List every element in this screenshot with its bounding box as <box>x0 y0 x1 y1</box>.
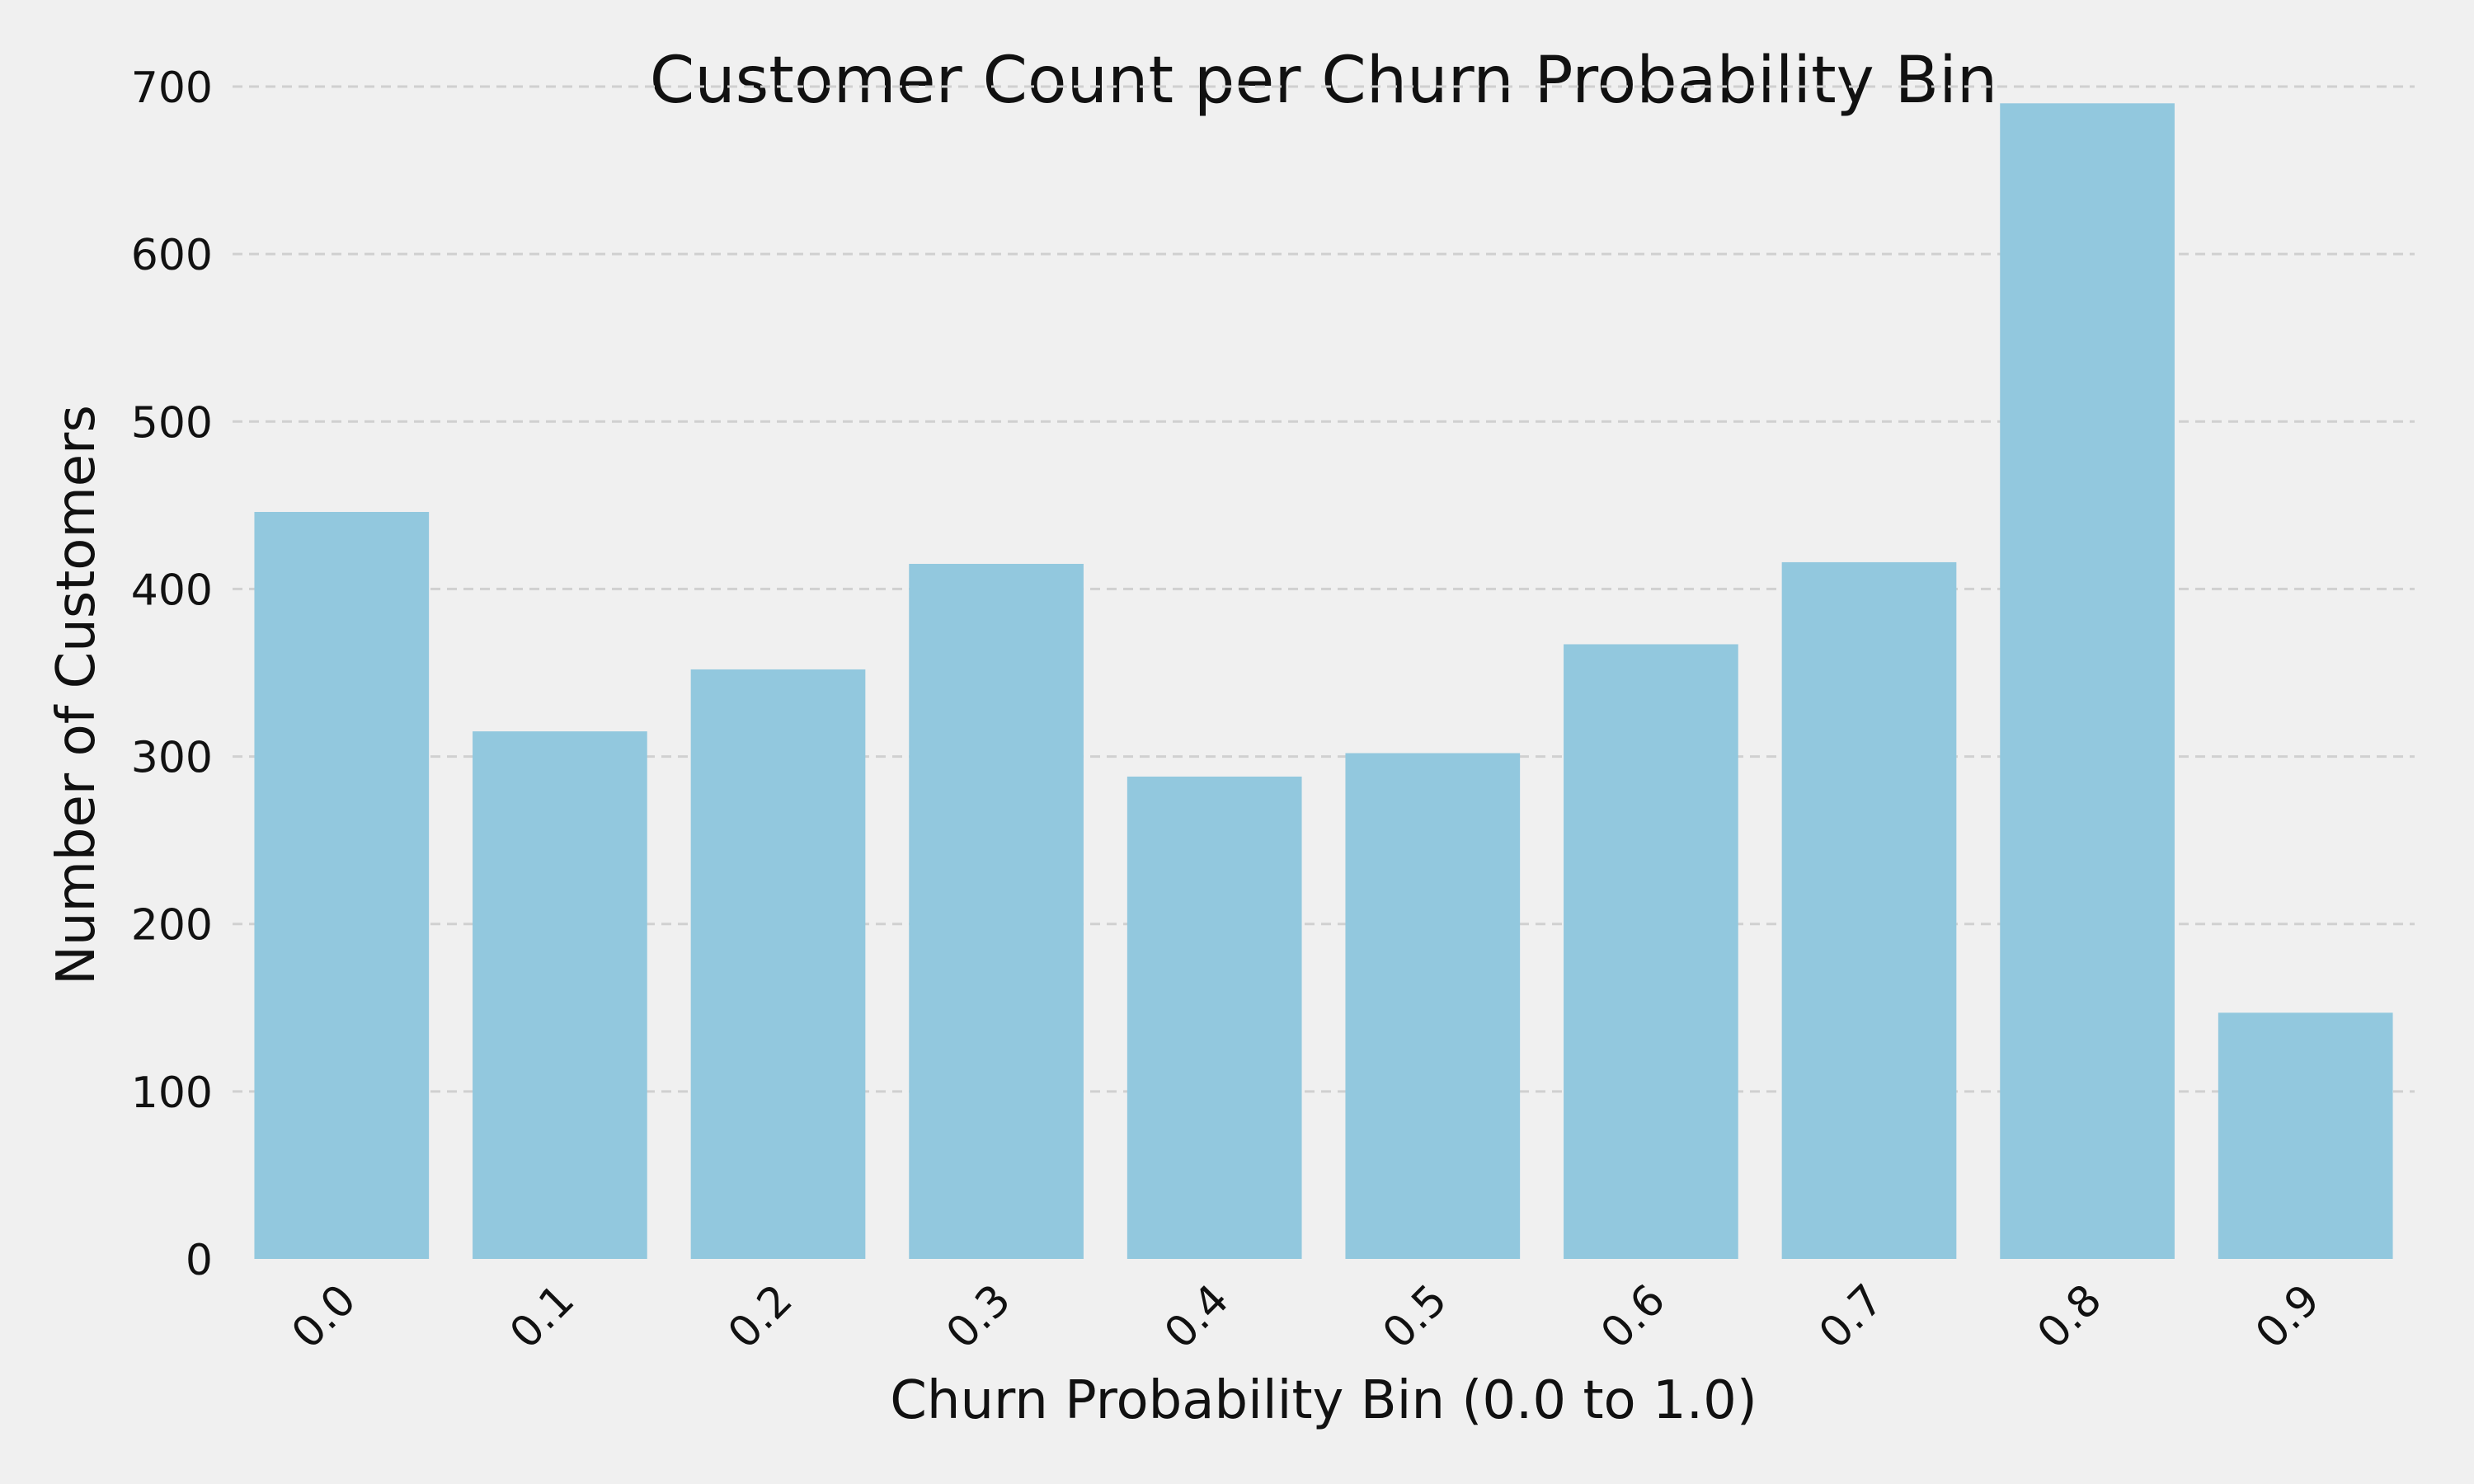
y-axis-label: Number of Customers <box>46 405 107 985</box>
y-tick-label: 600 <box>131 231 213 280</box>
y-tick-label: 500 <box>131 398 213 448</box>
y-tick-label: 100 <box>131 1068 213 1118</box>
x-axis-label: Churn Probability Bin (0.0 to 1.0) <box>890 1370 1757 1431</box>
y-axis-ticks: 0 100 200 300 400 500 600 700 <box>131 63 213 1285</box>
bar-0.6 <box>1564 644 1738 1259</box>
bar-0.0 <box>254 511 430 1259</box>
y-tick-label: 0 <box>186 1236 213 1285</box>
y-tick-label: 700 <box>131 63 213 113</box>
y-tick-label: 200 <box>131 901 213 951</box>
bar-0.4 <box>1126 776 1302 1259</box>
y-tick-label: 400 <box>131 566 213 615</box>
bar-0.9 <box>2218 1012 2393 1259</box>
bar-0.2 <box>690 669 866 1259</box>
bar-0.8 <box>2000 103 2175 1259</box>
y-tick-label: 300 <box>131 734 213 783</box>
bar-0.3 <box>909 563 1084 1259</box>
bars <box>254 103 2393 1259</box>
chart-title: Customer Count per Churn Probability Bin <box>650 44 1997 118</box>
bar-0.1 <box>473 731 647 1259</box>
bar-0.7 <box>1781 561 1957 1259</box>
bar-0.5 <box>1345 753 1521 1259</box>
